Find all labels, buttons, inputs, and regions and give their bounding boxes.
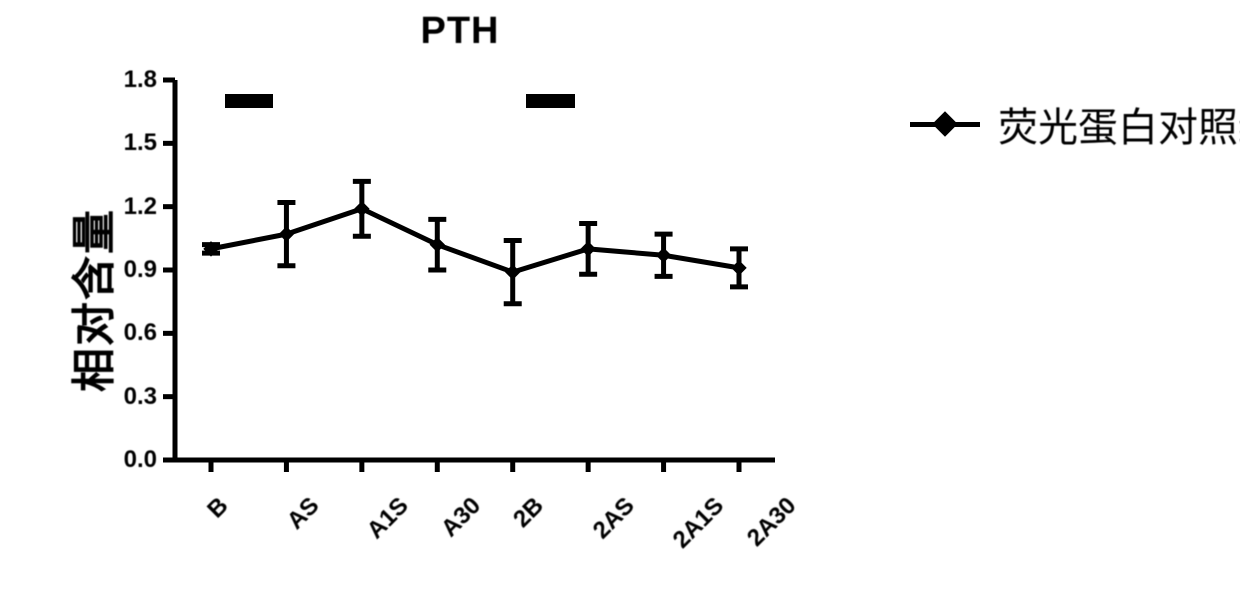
- y-tick-label: 1.2: [109, 193, 157, 221]
- y-tick-label: 0.0: [109, 446, 157, 474]
- y-tick-label: 1.5: [109, 129, 157, 157]
- y-tick-label: 0.3: [109, 383, 157, 411]
- significance-bar: [225, 94, 273, 108]
- y-tick-label: 1.8: [109, 66, 157, 94]
- chart-container: PTH 相对含量 0.00.30.60.91.21.51.8 BASA1SA30…: [40, 10, 880, 590]
- legend-label: 荧光蛋白对照组: [998, 95, 1240, 153]
- significance-bar: [526, 94, 574, 108]
- y-tick-label: 0.6: [109, 319, 157, 347]
- legend-marker-dot: [932, 111, 957, 136]
- legend: 荧光蛋白对照组: [910, 95, 1240, 153]
- y-tick-label: 0.9: [109, 256, 157, 284]
- legend-marker: [910, 122, 980, 127]
